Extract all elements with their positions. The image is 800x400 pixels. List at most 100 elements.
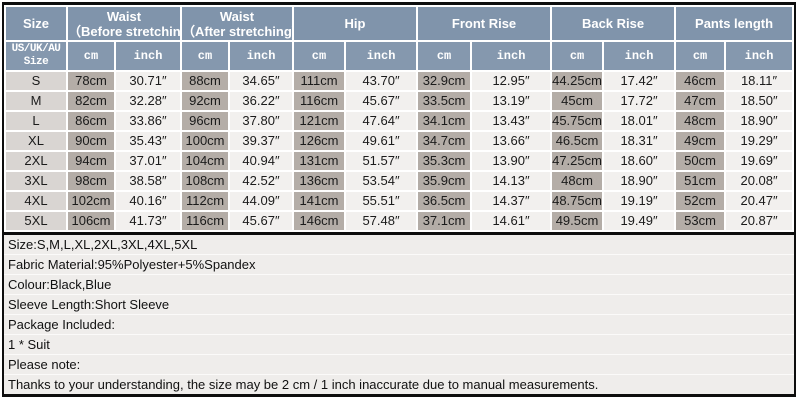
inch-value-cell: 40.94″ — [230, 152, 292, 170]
cm-value-cell: 32.9cm — [418, 72, 471, 90]
size-value-cell: S — [6, 72, 66, 90]
unit-header-inch: inch — [230, 42, 292, 70]
cm-value-cell: 116cm — [294, 92, 344, 110]
unit-header-inch: inch — [604, 42, 675, 70]
cm-value-cell: 49.5cm — [552, 212, 603, 230]
inch-value-cell: 18.90″ — [604, 172, 675, 190]
cm-value-cell: 104cm — [182, 152, 228, 170]
inch-value-cell: 20.47″ — [726, 192, 793, 210]
table-row: M 82cm 32.28″ 92cm 36.22″ 116cm 45.67″ 33.5cm 13… — [6, 92, 793, 110]
cm-value-cell: 112cm — [182, 192, 228, 210]
inch-value-cell: 51.57″ — [346, 152, 417, 170]
size-value-cell: 5XL — [6, 212, 66, 230]
unit-header-cm: cm — [182, 42, 228, 70]
cm-value-cell: 53cm — [676, 212, 725, 230]
cm-value-cell: 48cm — [676, 112, 725, 130]
group-label: Pants length — [695, 16, 774, 31]
note-line-colour: Colour:Black,Blue — [4, 275, 794, 295]
group-label: Back Rise — [581, 16, 645, 31]
cm-value-cell: 33.5cm — [418, 92, 471, 110]
cm-value-cell: 52cm — [676, 192, 725, 210]
cm-value-cell: 131cm — [294, 152, 344, 170]
cm-value-cell: 45.75cm — [552, 112, 603, 130]
cm-value-cell: 116cm — [182, 212, 228, 230]
cm-value-cell: 108cm — [182, 172, 228, 190]
size-column-header: Size — [6, 7, 66, 40]
inch-value-cell: 12.95″ — [472, 72, 551, 90]
header-row-units: US/UK/AU Size cm inch cm inch cm inch cm… — [6, 42, 793, 70]
group-header-waist-after-stretching: Waist （After stretching) — [182, 7, 292, 40]
cm-value-cell: 96cm — [182, 112, 228, 130]
region-label: Size — [23, 56, 49, 68]
cm-value-cell: 35.9cm — [418, 172, 471, 190]
table-row: 5XL 106cm 41.73″ 116cm 45.67″ 146cm 57.48″ 37.1… — [6, 212, 793, 230]
unit-header-inch: inch — [116, 42, 180, 70]
group-header-back-rise: Back Rise — [552, 7, 675, 40]
unit-header-cm: cm — [418, 42, 471, 70]
inch-value-cell: 45.67″ — [230, 212, 292, 230]
inch-value-cell: 35.43″ — [116, 132, 180, 150]
cm-value-cell: 136cm — [294, 172, 344, 190]
inch-value-cell: 37.01″ — [116, 152, 180, 170]
note-line-package-contents: 1 * Suit — [4, 335, 794, 355]
size-chart-table: Size Waist （Before stretching) Waist （Af… — [4, 5, 795, 232]
cm-value-cell: 94cm — [68, 152, 114, 170]
inch-value-cell: 18.31″ — [604, 132, 675, 150]
inch-value-cell: 43.70″ — [346, 72, 417, 90]
inch-value-cell: 33.86″ — [116, 112, 180, 130]
cm-value-cell: 111cm — [294, 72, 344, 90]
size-value-cell: 3XL — [6, 172, 66, 190]
cm-value-cell: 35.3cm — [418, 152, 471, 170]
size-value-cell: 4XL — [6, 192, 66, 210]
inch-value-cell: 18.11″ — [726, 72, 793, 90]
unit-header-cm: cm — [294, 42, 344, 70]
cm-value-cell: 50cm — [676, 152, 725, 170]
size-value-cell: 2XL — [6, 152, 66, 170]
inch-value-cell: 19.49″ — [604, 212, 675, 230]
table-row: 4XL 102cm 40.16″ 112cm 44.09″ 141cm 55.51″ 36.5… — [6, 192, 793, 210]
cm-value-cell: 36.5cm — [418, 192, 471, 210]
group-header-front-rise: Front Rise — [418, 7, 551, 40]
cm-value-cell: 90cm — [68, 132, 114, 150]
inch-value-cell: 14.13″ — [472, 172, 551, 190]
inch-value-cell: 19.29″ — [726, 132, 793, 150]
inch-value-cell: 41.73″ — [116, 212, 180, 230]
inch-value-cell: 19.69″ — [726, 152, 793, 170]
cm-value-cell: 86cm — [68, 112, 114, 130]
inch-value-cell: 17.42″ — [604, 72, 675, 90]
cm-value-cell: 47.25cm — [552, 152, 603, 170]
inch-value-cell: 34.65″ — [230, 72, 292, 90]
unit-header-cm: cm — [676, 42, 725, 70]
unit-header-inch: inch — [726, 42, 793, 70]
table-row: XL 90cm 35.43″ 100cm 39.37″ 126cm 49.61″ 34.7cm… — [6, 132, 793, 150]
cm-value-cell: 106cm — [68, 212, 114, 230]
inch-value-cell: 55.51″ — [346, 192, 417, 210]
cm-value-cell: 37.1cm — [418, 212, 471, 230]
cm-value-cell: 88cm — [182, 72, 228, 90]
inch-value-cell: 17.72″ — [604, 92, 675, 110]
notes-section: Size:S,M,L,XL,2XL,3XL,4XL,5XL Fabric Mat… — [4, 232, 794, 394]
inch-value-cell: 53.54″ — [346, 172, 417, 190]
inch-value-cell: 40.16″ — [116, 192, 180, 210]
size-value-cell: M — [6, 92, 66, 110]
cm-value-cell: 34.7cm — [418, 132, 471, 150]
note-line-size: Size:S,M,L,XL,2XL,3XL,4XL,5XL — [4, 235, 794, 255]
note-line-package-included: Package Included: — [4, 315, 794, 335]
inch-value-cell: 44.09″ — [230, 192, 292, 210]
group-label: Waist — [106, 8, 142, 24]
inch-value-cell: 20.87″ — [726, 212, 793, 230]
cm-value-cell: 100cm — [182, 132, 228, 150]
cm-value-cell: 121cm — [294, 112, 344, 130]
cm-value-cell: 146cm — [294, 212, 344, 230]
inch-value-cell: 37.80″ — [230, 112, 292, 130]
cm-value-cell: 48cm — [552, 172, 603, 190]
unit-header-inch: inch — [346, 42, 417, 70]
note-line-fabric-material: Fabric Material:95%Polyester+5%Spandex — [4, 255, 794, 275]
inch-value-cell: 45.67″ — [346, 92, 417, 110]
table-row: 2XL 94cm 37.01″ 104cm 40.94″ 131cm 51.57″ 35.3c… — [6, 152, 793, 170]
header-row-groups: Size Waist （Before stretching) Waist （Af… — [6, 7, 793, 40]
group-sublabel: （After stretching) — [182, 23, 292, 39]
inch-value-cell: 18.01″ — [604, 112, 675, 130]
cm-value-cell: 126cm — [294, 132, 344, 150]
